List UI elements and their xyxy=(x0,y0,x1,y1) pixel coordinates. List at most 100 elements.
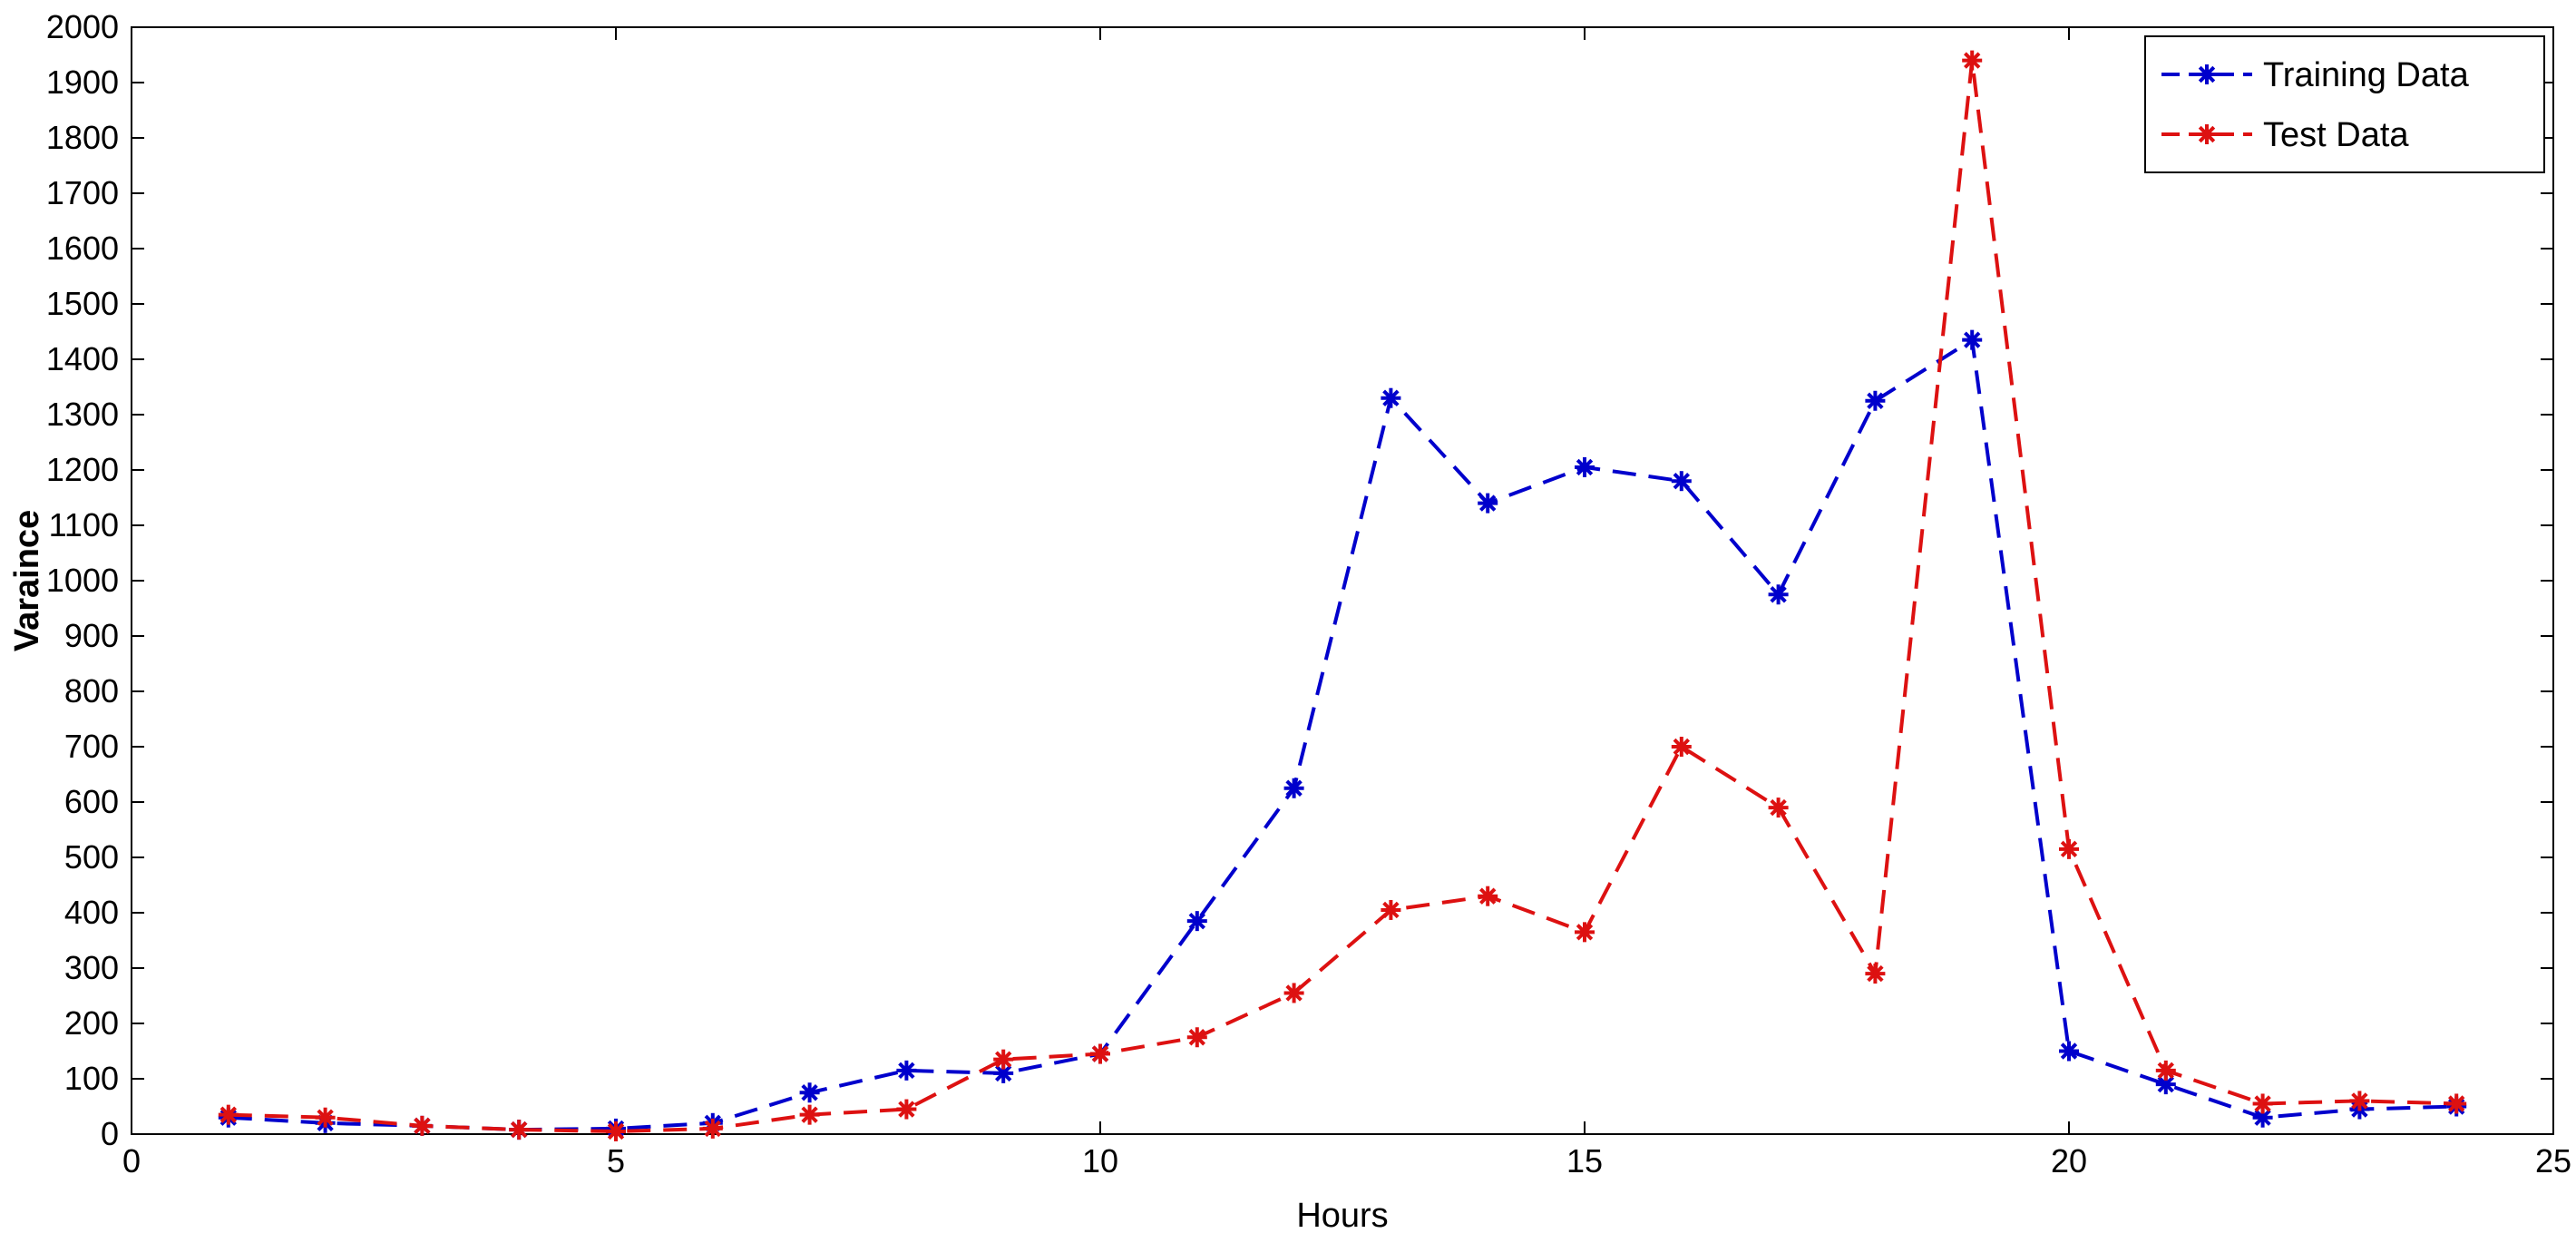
data-point-training-data xyxy=(1381,387,1401,408)
data-point-training-data xyxy=(2059,1041,2079,1062)
data-point-test-data xyxy=(1283,983,1304,1003)
data-point-training-data-stroke xyxy=(2254,1109,2271,1126)
data-point-training-data-stroke xyxy=(1285,779,1303,797)
legend-swatch-marker xyxy=(2197,124,2217,144)
data-point-test-data xyxy=(702,1118,723,1139)
data-point-test-data xyxy=(2155,1060,2176,1081)
data-point-test-data xyxy=(993,1049,1014,1070)
data-point-test-data-stroke xyxy=(317,1109,334,1126)
data-point-test-data xyxy=(896,1099,917,1120)
data-point-test-data-stroke xyxy=(704,1120,721,1138)
legend-entry-training-data: Training Data xyxy=(2161,56,2470,94)
x-tick-label: 5 xyxy=(607,1142,625,1179)
data-point-test-data xyxy=(218,1104,239,1125)
data-point-test-data-stroke xyxy=(607,1122,625,1140)
legend-swatch-marker-stroke xyxy=(2198,125,2216,143)
y-tick-label: 1400 xyxy=(46,340,119,377)
y-tick-label: 1000 xyxy=(46,562,119,599)
y-tick-label: 500 xyxy=(64,838,119,876)
data-point-test-data-stroke xyxy=(1964,52,1981,69)
data-point-test-data xyxy=(509,1120,530,1140)
data-point-test-data xyxy=(1671,737,1692,757)
data-point-test-data xyxy=(1962,50,1983,71)
series-layer xyxy=(218,50,2467,1141)
x-tick-label: 20 xyxy=(2051,1142,2087,1179)
data-point-test-data xyxy=(1186,1027,1207,1048)
y-tick-label: 2000 xyxy=(46,8,119,45)
data-point-training-data-stroke xyxy=(898,1062,915,1080)
y-tick-label: 100 xyxy=(64,1060,119,1097)
data-point-test-data-stroke xyxy=(2060,840,2078,858)
data-point-test-data-stroke xyxy=(1188,1029,1205,1046)
data-point-test-data xyxy=(606,1121,626,1141)
y-tick-label: 1700 xyxy=(46,174,119,211)
data-point-training-data xyxy=(1671,471,1692,492)
data-point-training-data-stroke xyxy=(2060,1042,2078,1060)
data-point-training-data-stroke xyxy=(995,1064,1012,1082)
legend-label: Training Data xyxy=(2263,56,2470,94)
data-point-training-data xyxy=(1768,584,1789,605)
data-point-training-data-stroke xyxy=(1479,494,1497,512)
data-point-test-data-stroke xyxy=(1867,964,1884,983)
data-point-test-data-stroke xyxy=(1285,984,1303,1002)
data-point-test-data xyxy=(1478,886,1498,906)
data-point-test-data-stroke xyxy=(898,1101,915,1118)
data-point-test-data xyxy=(1768,798,1789,818)
data-point-test-data-stroke xyxy=(1673,738,1690,756)
y-tick-label: 800 xyxy=(64,672,119,710)
data-point-test-data-stroke xyxy=(2351,1092,2368,1110)
data-point-training-data xyxy=(1186,911,1207,932)
y-tick-label: 600 xyxy=(64,783,119,820)
legend-swatch-marker-stroke xyxy=(2198,65,2216,83)
y-tick-label: 1800 xyxy=(46,119,119,156)
y-tick-label: 1200 xyxy=(46,451,119,488)
y-tick-label: 0 xyxy=(101,1115,119,1152)
data-point-test-data-stroke xyxy=(2254,1095,2271,1112)
data-point-training-data-stroke xyxy=(1964,331,1981,348)
y-tick-label: 300 xyxy=(64,949,119,986)
data-point-test-data xyxy=(2349,1091,2370,1111)
data-point-test-data-stroke xyxy=(511,1121,528,1139)
data-point-training-data-stroke xyxy=(1576,458,1594,476)
data-point-test-data-stroke xyxy=(2448,1095,2465,1112)
x-tick-label: 25 xyxy=(2535,1142,2571,1179)
data-point-test-data-stroke xyxy=(1382,901,1400,919)
data-point-training-data xyxy=(896,1060,917,1081)
data-point-test-data xyxy=(1381,899,1401,920)
data-point-training-data xyxy=(1962,329,1983,350)
data-point-training-data-stroke xyxy=(801,1084,818,1101)
y-tick-label: 1300 xyxy=(46,396,119,433)
data-point-test-data-stroke xyxy=(1770,798,1787,817)
data-point-test-data-stroke xyxy=(801,1106,818,1123)
data-point-test-data xyxy=(2252,1093,2273,1114)
series-line-test-data xyxy=(228,60,2457,1133)
plot-area-frame xyxy=(131,26,2554,1135)
data-point-test-data-stroke xyxy=(1576,924,1594,941)
data-point-training-data-stroke xyxy=(1382,389,1400,406)
y-tick-label: 1500 xyxy=(46,285,119,322)
y-tick-label: 1100 xyxy=(49,506,119,543)
data-point-training-data-stroke xyxy=(2157,1075,2174,1093)
data-point-test-data-stroke xyxy=(2157,1062,2174,1080)
data-point-test-data-stroke xyxy=(414,1117,431,1135)
series-line-training-data xyxy=(228,337,2457,1132)
data-point-test-data xyxy=(1865,964,1886,984)
data-point-test-data-stroke xyxy=(220,1106,237,1123)
data-point-test-data xyxy=(2446,1093,2467,1114)
data-point-test-data xyxy=(1090,1043,1110,1064)
data-point-training-data xyxy=(1575,456,1595,477)
x-tick-label: 15 xyxy=(1566,1142,1603,1179)
data-point-training-data-stroke xyxy=(1867,392,1884,409)
data-point-test-data xyxy=(2059,838,2079,859)
legend-box xyxy=(2144,35,2545,173)
legend-label: Test Data xyxy=(2263,116,2409,154)
legend-entry-test-data: Test Data xyxy=(2161,116,2409,154)
data-point-training-data-stroke xyxy=(1770,586,1787,603)
data-point-training-data xyxy=(1283,778,1304,798)
legend: Training Data Test Data xyxy=(2144,35,2545,173)
x-axis-label: Hours xyxy=(1296,1197,1388,1235)
data-point-training-data xyxy=(799,1082,820,1103)
data-point-training-data xyxy=(1865,390,1886,411)
data-point-test-data xyxy=(1575,922,1595,943)
